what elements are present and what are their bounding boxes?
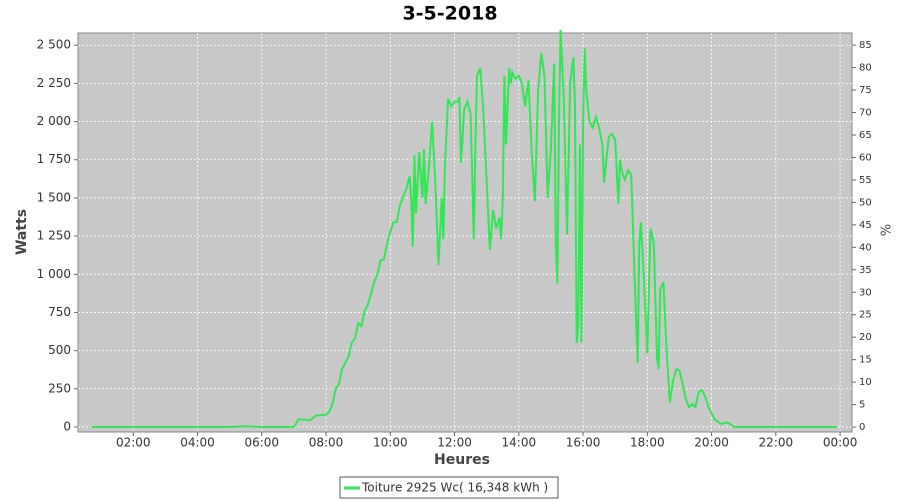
y2-tick-label: 70 xyxy=(859,108,872,119)
y2-tick-label: 20 xyxy=(859,332,872,343)
y-tick-label: 500 xyxy=(48,343,71,357)
x-tick-label: 14:00 xyxy=(502,436,537,450)
y-tick-label: 1 750 xyxy=(37,152,71,166)
y-tick-label: 1 500 xyxy=(37,190,71,204)
legend-label: Toiture 2925 Wc( 16,348 kWh ) xyxy=(361,481,548,495)
y2-tick-label: 0 xyxy=(859,422,865,433)
x-tick-label: 00:00 xyxy=(823,436,858,450)
y-tick-label: 2 500 xyxy=(37,38,71,52)
x-tick-label: 16:00 xyxy=(566,436,601,450)
series-line xyxy=(91,29,837,428)
x-tick-label: 04:00 xyxy=(180,436,215,450)
y2-tick-label: 25 xyxy=(859,310,872,321)
plot-area xyxy=(77,32,853,433)
x-tick-label: 22:00 xyxy=(759,436,794,450)
y2-tick-label: 45 xyxy=(859,220,872,231)
y-tick-label: 750 xyxy=(48,305,71,319)
y2-tick-label: 60 xyxy=(859,152,872,163)
y-tick-label: 2 000 xyxy=(37,114,71,128)
legend xyxy=(339,476,559,499)
y-axis-label: Watts xyxy=(14,209,30,255)
y-tick-label: 1 250 xyxy=(37,229,71,243)
y2-tick-label: 40 xyxy=(859,242,872,253)
y2-tick-label: 65 xyxy=(859,130,872,141)
y-tick-label: 2 250 xyxy=(37,76,71,90)
y2-tick-label: 30 xyxy=(859,287,872,298)
y2-axis-label: % xyxy=(877,224,892,236)
y2-tick-label: 10 xyxy=(859,377,872,388)
y2-tick-label: 80 xyxy=(859,63,872,74)
x-tick-label: 02:00 xyxy=(116,436,151,450)
y2-tick-label: 35 xyxy=(859,265,872,276)
y2-tick-label: 85 xyxy=(859,40,872,51)
x-tick-label: 08:00 xyxy=(309,436,344,450)
chart-title: 3-5-2018 xyxy=(402,3,497,25)
y-tick-label: 1 000 xyxy=(37,267,71,281)
x-tick-label: 06:00 xyxy=(244,436,279,450)
y2-tick-label: 75 xyxy=(859,85,872,96)
y-tick-label: 0 xyxy=(63,419,71,433)
y-tick-label: 250 xyxy=(48,381,71,395)
x-tick-label: 18:00 xyxy=(630,436,665,450)
x-axis-label: Heures xyxy=(434,452,490,468)
y2-tick-label: 50 xyxy=(859,197,872,208)
y2-tick-label: 5 xyxy=(859,400,865,411)
x-tick-label: 20:00 xyxy=(694,436,729,450)
y2-tick-label: 55 xyxy=(859,175,872,186)
x-tick-label: 12:00 xyxy=(437,436,472,450)
y2-tick-label: 15 xyxy=(859,355,872,366)
x-tick-label: 10:00 xyxy=(373,436,408,450)
